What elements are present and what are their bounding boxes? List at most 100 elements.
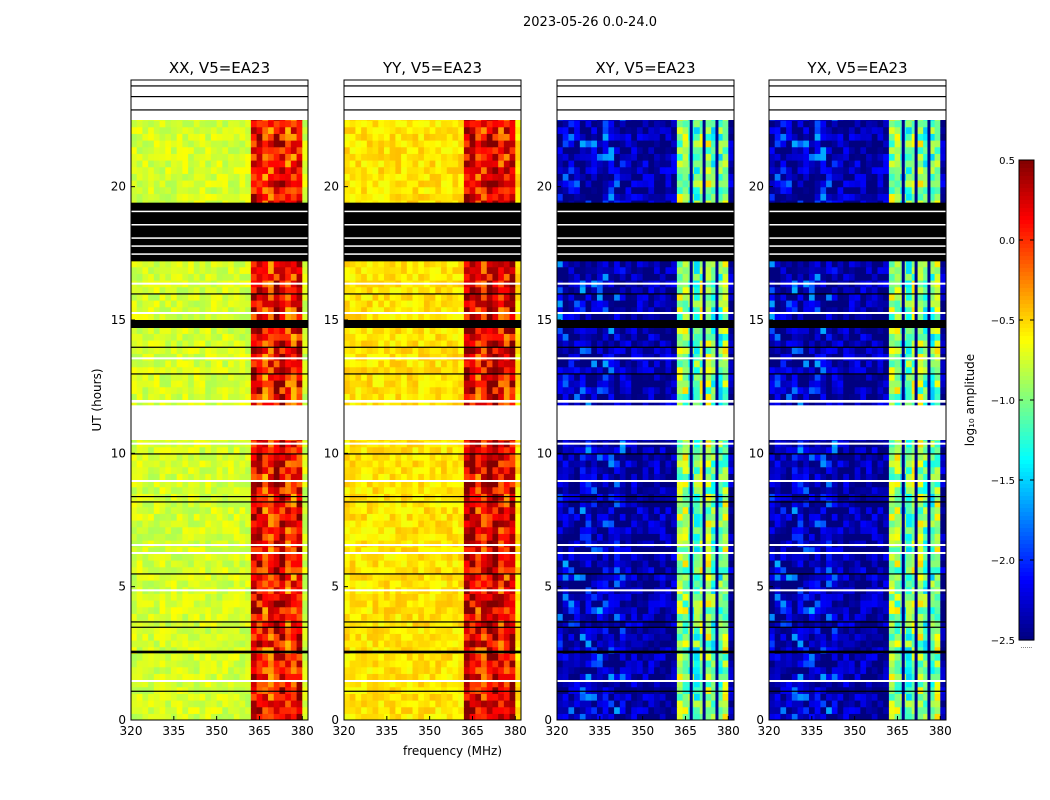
heatmap-cell (372, 613, 379, 621)
heatmap-cell (435, 326, 442, 334)
heatmap-cell (509, 520, 516, 528)
heatmap-cell (389, 453, 396, 461)
heatmap-cell (418, 306, 425, 314)
heatmap-cell (498, 346, 505, 354)
heatmap-cell (131, 146, 138, 154)
heatmap-cell (153, 686, 161, 694)
heatmap-cell (239, 526, 246, 534)
heatmap-cell (412, 646, 419, 654)
heatmap-cell (188, 306, 195, 314)
heatmap-cell (153, 173, 161, 181)
heatmap-cell (509, 340, 516, 348)
heatmap-cell (383, 513, 391, 521)
heatmap-cell (170, 193, 178, 201)
heatmap-cell (279, 700, 286, 708)
heatmap-cell (372, 480, 379, 488)
heatmap-cell (395, 646, 402, 654)
heatmap-cell (199, 353, 206, 361)
heatmap-cell (210, 593, 218, 601)
heatmap-cell (469, 673, 476, 681)
heatmap-cell (188, 620, 195, 628)
heatmap-cell (148, 293, 155, 301)
heatmap-cell (136, 646, 144, 654)
heatmap-cell (228, 446, 235, 454)
heatmap-cell (469, 580, 476, 588)
heatmap-cell (486, 473, 494, 481)
heatmap-cell (355, 326, 362, 334)
heatmap-cell (262, 626, 269, 634)
heatmap-cell (199, 286, 206, 294)
heatmap-cell (389, 500, 396, 508)
heatmap-cell (210, 673, 218, 681)
heatmap-cell (216, 353, 223, 361)
heatmap-cell (290, 593, 298, 601)
heatmap-cell (366, 706, 374, 714)
heatmap-cell (503, 400, 511, 408)
heatmap-cell (355, 633, 362, 641)
heatmap-cell (216, 540, 223, 548)
heatmap-cell (193, 160, 201, 168)
heatmap-cell (250, 140, 258, 148)
heatmap-cell (401, 473, 408, 481)
heatmap-cell (361, 640, 368, 648)
heatmap-cell (389, 693, 396, 701)
heatmap-cell (441, 300, 448, 308)
heatmap-cell (469, 520, 476, 528)
heatmap-cell (205, 393, 212, 401)
heatmap-cell (165, 380, 172, 388)
heatmap-cell (302, 193, 308, 201)
heatmap-cell (492, 466, 499, 474)
heatmap-cell (210, 566, 218, 574)
heatmap-cell (285, 633, 292, 641)
heatmap-cell (176, 640, 183, 648)
heatmap-cell (302, 673, 308, 681)
heatmap-cell (262, 333, 269, 341)
heatmap-cell (170, 133, 178, 141)
heatmap-cell (503, 380, 511, 388)
heatmap-cell (498, 393, 505, 401)
heatmap-cell (268, 286, 275, 294)
heatmap-cell (429, 380, 436, 388)
heatmap-cell (475, 526, 482, 534)
heatmap-cell (302, 486, 308, 494)
heatmap-cell (262, 560, 269, 568)
heatmap-cell (429, 613, 436, 621)
heatmap-cell (222, 153, 229, 161)
heatmap-cell (296, 546, 303, 554)
heatmap-cell (210, 446, 218, 454)
heatmap-cell (210, 506, 218, 514)
heatmap-cell (256, 626, 263, 634)
heatmap-cell (245, 140, 252, 148)
heatmap-cell (256, 366, 263, 374)
heatmap-cell (372, 666, 379, 674)
heatmap-cell (349, 506, 357, 514)
heatmap-cell (395, 700, 402, 708)
heatmap-cell (216, 600, 223, 608)
heatmap-cell (372, 566, 379, 574)
heatmap-cell (349, 666, 357, 674)
heatmap-cell (136, 340, 144, 348)
heatmap-cell (418, 346, 425, 354)
heatmap-cell (222, 640, 229, 648)
heatmap-cell (486, 313, 494, 321)
heatmap-cell (446, 660, 454, 668)
heatmap-cell (182, 653, 189, 661)
heatmap-cell (176, 580, 183, 588)
heatmap-cell (355, 700, 362, 708)
heatmap-cell (290, 193, 298, 201)
heatmap-cell (245, 600, 252, 608)
heatmap-cell (361, 360, 368, 368)
heatmap-cell (361, 666, 368, 674)
heatmap-cell (131, 333, 138, 341)
heatmap-cell (475, 393, 482, 401)
flag-line (131, 245, 308, 247)
heatmap-cell (273, 546, 281, 554)
heatmap-cell (210, 526, 218, 534)
heatmap-cell (412, 373, 419, 381)
heatmap-cell (250, 300, 258, 308)
heatmap-cell (279, 606, 286, 614)
heatmap-cell (395, 620, 402, 628)
heatmap-cell (148, 533, 155, 541)
heatmap-cell (256, 340, 263, 348)
heatmap-cell (458, 700, 465, 708)
